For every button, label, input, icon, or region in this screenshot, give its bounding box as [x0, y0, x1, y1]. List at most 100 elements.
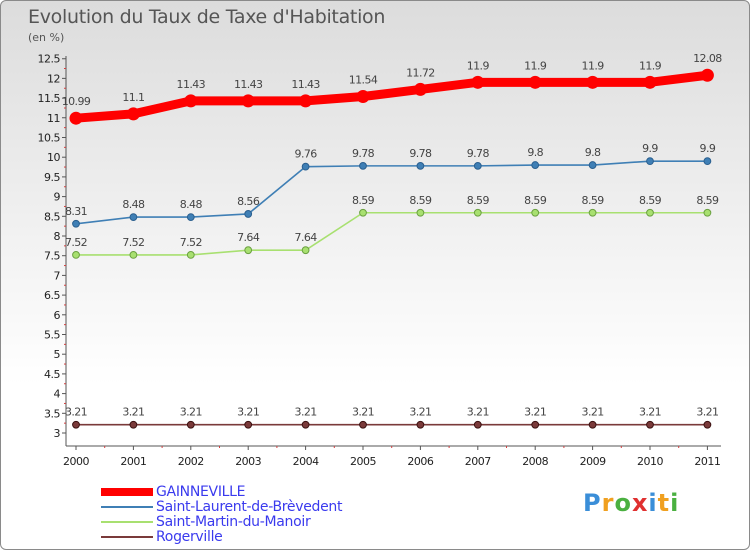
- data-point: [129, 213, 138, 221]
- data-point: [413, 82, 427, 96]
- x-tick-label: 2004: [293, 455, 319, 468]
- y-tick-label: 4: [54, 388, 61, 401]
- y-tick-label: 3.5: [44, 407, 60, 420]
- data-point: [586, 75, 600, 89]
- x-tick-label: 2010: [637, 455, 663, 468]
- y-tick-label: 3: [54, 427, 61, 440]
- data-point: [129, 420, 138, 429]
- data-point: [72, 251, 80, 259]
- data-label: 9.78: [352, 147, 375, 160]
- y-tick-label: 12: [47, 72, 60, 85]
- x-tick-label: 2011: [694, 455, 720, 468]
- x-tick-label: 2003: [235, 455, 261, 468]
- data-point: [528, 75, 542, 89]
- data-label: 3.21: [180, 406, 202, 419]
- series-line-0: [71, 70, 712, 123]
- y-tick-label: 9.5: [44, 171, 60, 184]
- data-point: [244, 246, 253, 255]
- data-label: 7.52: [180, 236, 202, 249]
- proxiti-logo: Proxiti: [583, 489, 679, 517]
- legend-label: Rogerville: [156, 529, 223, 545]
- data-point: [359, 420, 367, 429]
- data-label: 9.78: [467, 147, 490, 160]
- data-label: 8.48: [122, 198, 145, 211]
- data-point: [416, 420, 425, 429]
- y-tick-label: 9: [54, 191, 61, 204]
- data-label: 3.21: [639, 406, 661, 419]
- series-layer: [69, 68, 714, 429]
- data-point: [531, 208, 540, 217]
- data-point: [416, 161, 425, 170]
- y-tick-label: 6.5: [44, 289, 60, 302]
- data-label: 3.21: [237, 406, 259, 419]
- data-point: [301, 246, 310, 255]
- data-point: [473, 161, 482, 170]
- unit-label: (en %): [28, 31, 65, 44]
- data-point: [359, 208, 367, 217]
- y-tick-label: 7.5: [44, 250, 60, 263]
- data-label: 3.21: [582, 406, 604, 419]
- data-point: [531, 420, 540, 429]
- logo-letter: o: [614, 489, 632, 517]
- data-point: [356, 90, 370, 104]
- series-line-2: [75, 211, 709, 256]
- y-tick-label: 11.5: [38, 92, 61, 105]
- data-point: [588, 420, 597, 429]
- x-tick-label: 2002: [178, 455, 204, 468]
- logo-letter: r: [601, 489, 615, 517]
- series-line-1: [75, 160, 709, 225]
- x-tick-label: 2006: [407, 455, 433, 468]
- data-label: 11.43: [234, 78, 263, 91]
- data-label: 11.9: [582, 59, 605, 72]
- data-label: 3.21: [409, 406, 431, 419]
- x-tick-label: 2005: [350, 455, 376, 468]
- data-point: [646, 208, 654, 217]
- logo-letter: i: [670, 489, 680, 517]
- chart-title: Evolution du Taux de Taxe d'Habitation: [28, 6, 386, 28]
- data-labels: 3.21 3.21 3.21 3.21 3.21 3.21 3.21 3.21 3.21 3.21…: [62, 52, 723, 419]
- data-point: [471, 75, 485, 89]
- x-tick-label: 2008: [522, 455, 548, 468]
- data-point: [643, 75, 657, 89]
- data-point: [186, 420, 195, 429]
- x-tick-label: 2009: [580, 455, 606, 468]
- y-tick-label: 5.5: [44, 329, 60, 342]
- data-label: 8.59: [409, 194, 432, 207]
- data-point: [72, 219, 80, 228]
- data-label: 9.8: [585, 146, 601, 159]
- y-tick-label: 5: [54, 348, 61, 361]
- data-label: 3.21: [352, 406, 374, 419]
- logo-letter: P: [583, 489, 602, 517]
- data-label: 11.72: [406, 66, 435, 79]
- data-point: [531, 161, 540, 169]
- axes: 33.544.555.566.577.588.599.51010.51111.5…: [38, 53, 721, 468]
- data-label: 11.43: [177, 78, 206, 91]
- logo-letter: x: [631, 489, 649, 517]
- y-tick-label: 7: [54, 269, 61, 282]
- data-point: [703, 420, 712, 429]
- y-tick-label: 10.5: [38, 132, 61, 145]
- x-tick-label: 2000: [63, 455, 89, 468]
- x-tick-label: 2007: [465, 455, 491, 468]
- data-point: [359, 161, 367, 170]
- logo-letter: t: [657, 489, 671, 517]
- data-label: 11.43: [291, 78, 320, 91]
- data-point: [299, 94, 313, 108]
- data-label: 11.9: [639, 59, 662, 72]
- data-label: 3.21: [65, 406, 87, 419]
- y-tick-label: 12.5: [38, 53, 61, 66]
- data-label: 8.59: [639, 194, 662, 207]
- data-label: 12.08: [693, 52, 722, 65]
- data-point: [72, 420, 80, 429]
- data-label: 3.21: [696, 406, 718, 419]
- data-point: [244, 210, 253, 218]
- data-label: 7.64: [295, 231, 318, 244]
- data-label: 8.31: [65, 205, 87, 218]
- data-point: [244, 420, 253, 429]
- x-tick-label: 2001: [120, 455, 146, 468]
- data-label: 9.9: [700, 142, 716, 155]
- data-label: 11.9: [467, 59, 490, 72]
- y-tick-label: 6: [54, 309, 61, 322]
